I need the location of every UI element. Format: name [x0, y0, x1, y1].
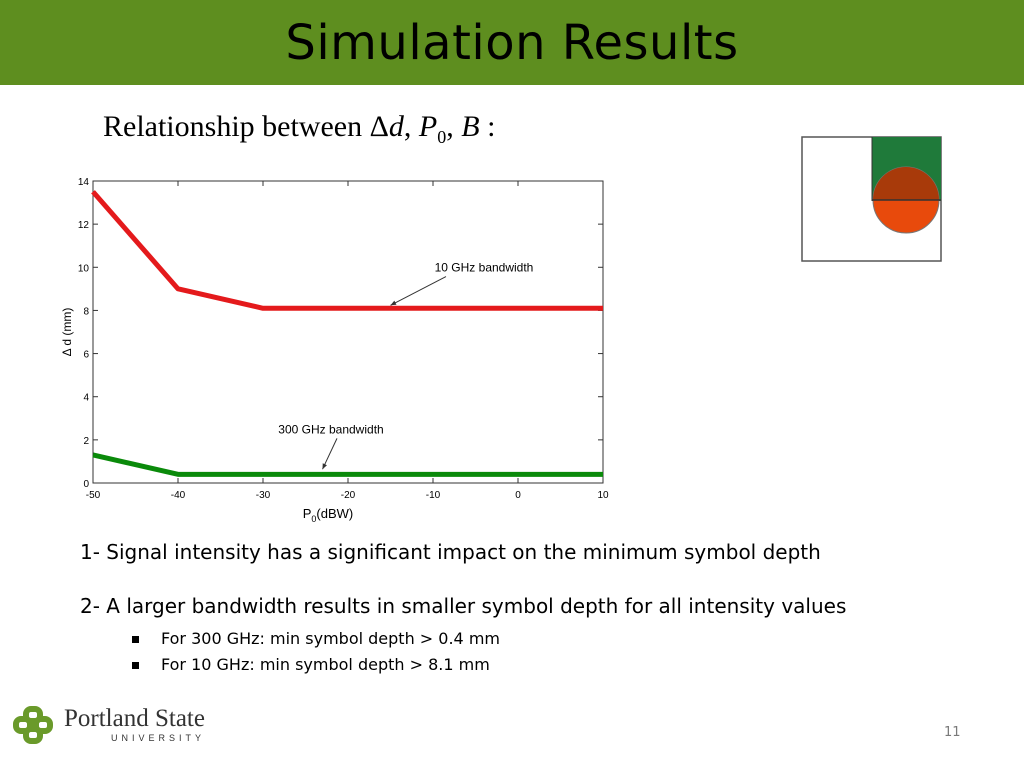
sub-bullet-2: For 10 GHz: min symbol depth > 8.1 mm [132, 652, 846, 678]
series-line-10ghz [91, 190, 603, 311]
psu-logo-icon [13, 706, 53, 744]
y-tick-label: 0 [83, 479, 89, 490]
logo-name: Portland State [64, 705, 205, 732]
page-number: 11 [944, 725, 961, 740]
y-tick-label: 6 [83, 350, 89, 361]
y-tick-label: 4 [83, 393, 89, 404]
slide-title: Simulation Results [285, 14, 739, 71]
depth-vs-power-chart: -50 -40 -30 -20 -10 0 10 0 2 4 6 8 10 12 14 10 GHz band… [60, 177, 609, 524]
bullet-list: 1- Signal intensity has a significant im… [80, 540, 846, 678]
y-tick-label: 12 [78, 220, 90, 231]
square-bullet-icon [132, 661, 139, 669]
logo-text: Portland State UNIVERSITY [64, 705, 205, 743]
x-axis-label: P0(dBW) [303, 506, 354, 524]
annotation-label: 300 GHz bandwidth [278, 422, 383, 436]
annotation-arrow [322, 438, 338, 470]
series-line-300ghz [92, 452, 603, 477]
bullet-2: 2- A larger bandwidth results in smaller… [80, 594, 847, 618]
title-bar: Simulation Results [0, 0, 1024, 85]
symbol-diagram [801, 136, 942, 262]
relationship-b: B [461, 110, 480, 143]
x-tick-label: 0 [515, 490, 521, 501]
annotation-arrow [390, 276, 447, 306]
annotation-label: 10 GHz bandwidth [435, 261, 534, 275]
sub-bullet-list: For 300 GHz: min symbol depth > 0.4 mm F… [80, 626, 846, 678]
sub-bullet-1-text: For 300 GHz: min symbol depth > 0.4 mm [161, 629, 500, 648]
relationship-p: P [418, 110, 438, 143]
annotation-arrowhead [390, 300, 397, 306]
annotation-arrowhead [322, 463, 327, 470]
x-tick-label: -40 [171, 490, 186, 501]
relationship-suffix: : [479, 110, 496, 143]
relationship-p-sub: 0 [437, 127, 447, 147]
bullet-1: 1- Signal intensity has a significant im… [80, 540, 821, 564]
relationship-delta: Δ [369, 110, 389, 143]
university-logo: Portland State UNIVERSITY [12, 705, 205, 745]
sub-bullet-1: For 300 GHz: min symbol depth > 0.4 mm [132, 626, 846, 652]
logo-subtitle: UNIVERSITY [110, 733, 205, 743]
diagram-overlap [873, 167, 939, 200]
x-tick-label: 10 [597, 490, 609, 501]
y-axis-label: Δ d (mm) [60, 308, 74, 357]
y-tick-label: 8 [83, 306, 89, 317]
y-tick-label: 2 [83, 436, 89, 447]
square-bullet-icon [132, 635, 139, 643]
x-tick-label: -30 [256, 490, 271, 501]
y-tick-label: 10 [78, 263, 90, 274]
relationship-heading: Relationship between Δd, P0, B : [103, 110, 496, 147]
y-tick-label: 14 [78, 177, 90, 188]
x-tick-label: -20 [341, 490, 356, 501]
plot-area [92, 180, 604, 484]
sub-bullet-2-text: For 10 GHz: min symbol depth > 8.1 mm [161, 655, 490, 674]
relationship-prefix: Relationship between [103, 110, 370, 143]
relationship-d: d [388, 110, 404, 143]
x-tick-label: -50 [86, 490, 101, 501]
x-tick-label: -10 [426, 490, 441, 501]
